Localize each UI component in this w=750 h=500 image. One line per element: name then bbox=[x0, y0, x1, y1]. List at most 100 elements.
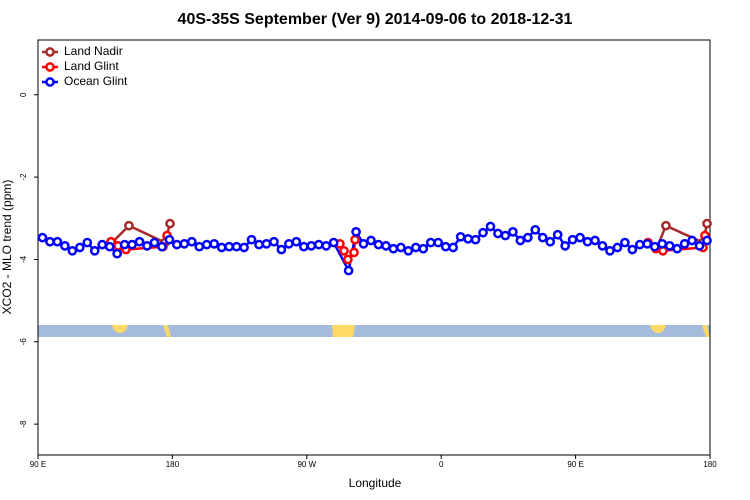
data-point bbox=[366, 235, 376, 246]
data-point bbox=[485, 221, 496, 232]
data-point bbox=[254, 239, 264, 250]
data-point bbox=[97, 239, 108, 250]
data-point bbox=[657, 238, 668, 249]
data-point bbox=[396, 242, 406, 253]
data-point bbox=[276, 244, 287, 255]
plot-frame bbox=[37, 39, 711, 456]
data-point bbox=[448, 242, 458, 253]
data-point bbox=[321, 241, 332, 251]
legend-marker bbox=[45, 47, 55, 57]
data-point bbox=[463, 234, 473, 244]
data-point bbox=[672, 243, 682, 254]
data-point bbox=[231, 241, 242, 252]
data-point bbox=[500, 230, 511, 241]
data-point bbox=[306, 241, 317, 251]
data-point bbox=[388, 243, 399, 254]
y-tick-label: -2 bbox=[19, 173, 28, 181]
data-point bbox=[664, 241, 675, 251]
data-point bbox=[522, 232, 533, 243]
data-point bbox=[164, 234, 175, 245]
data-point bbox=[313, 239, 324, 250]
data-point bbox=[186, 236, 197, 247]
land bbox=[650, 325, 666, 333]
x-tick-label: 180 bbox=[166, 460, 180, 469]
data-point bbox=[642, 238, 653, 249]
data-point bbox=[343, 254, 353, 265]
data-point bbox=[165, 218, 175, 229]
data-point bbox=[269, 236, 279, 247]
data-point bbox=[597, 241, 608, 251]
data-point bbox=[679, 238, 690, 249]
data-point bbox=[112, 248, 122, 259]
land bbox=[702, 325, 710, 337]
data-point bbox=[455, 231, 466, 242]
land bbox=[332, 325, 355, 337]
data-point bbox=[508, 227, 518, 237]
y-tick-label: -4 bbox=[19, 255, 28, 263]
data-point bbox=[119, 239, 130, 250]
data-point bbox=[478, 227, 488, 238]
data-point bbox=[493, 228, 503, 239]
data-point bbox=[60, 241, 70, 251]
data-point bbox=[157, 241, 167, 252]
data-point bbox=[702, 235, 712, 246]
y-axis-label: XCO2 - MLO trend (ppm) bbox=[0, 180, 14, 315]
data-point bbox=[89, 245, 100, 256]
data-point bbox=[142, 241, 152, 251]
data-point bbox=[515, 235, 526, 246]
data-point bbox=[612, 242, 623, 253]
x-axis-label: Longitude bbox=[349, 476, 402, 490]
data-point bbox=[298, 241, 309, 252]
data-point bbox=[246, 234, 257, 245]
chart-title: 40S-35S September (Ver 9) 2014-09-06 to … bbox=[178, 11, 573, 28]
data-point bbox=[261, 238, 272, 249]
data-point bbox=[433, 237, 444, 248]
land bbox=[163, 325, 171, 337]
data-point bbox=[104, 241, 115, 252]
data-point bbox=[339, 245, 349, 256]
land bbox=[112, 325, 128, 333]
data-point bbox=[702, 218, 712, 229]
data-point bbox=[216, 242, 227, 253]
data-point bbox=[358, 238, 369, 249]
data-point bbox=[351, 227, 361, 237]
data-point bbox=[45, 236, 55, 247]
data-point bbox=[552, 229, 563, 240]
ocean-band bbox=[38, 325, 710, 337]
data-point bbox=[201, 239, 212, 250]
data-point bbox=[530, 224, 541, 235]
data-point bbox=[194, 241, 205, 252]
data-point bbox=[349, 247, 359, 258]
data-point bbox=[575, 232, 585, 243]
y-tick-label: 0 bbox=[19, 92, 28, 97]
data-point bbox=[410, 242, 421, 253]
data-point bbox=[179, 238, 190, 249]
legend-marker bbox=[45, 62, 55, 72]
data-point bbox=[605, 245, 615, 256]
data-point bbox=[127, 239, 137, 250]
data-point bbox=[373, 239, 384, 250]
x-tick-label: 90 E bbox=[30, 460, 46, 469]
data-point bbox=[209, 238, 220, 249]
data-point bbox=[627, 244, 638, 255]
data-point bbox=[545, 236, 556, 247]
legend-marker bbox=[45, 77, 55, 87]
data-point bbox=[567, 234, 578, 245]
legend-label: Land Nadir bbox=[64, 44, 123, 58]
data-point bbox=[67, 245, 78, 256]
data-point bbox=[82, 237, 93, 248]
data-point bbox=[694, 241, 705, 251]
data-point bbox=[661, 220, 671, 231]
data-point bbox=[284, 238, 294, 249]
legend-label: Land Glint bbox=[64, 59, 119, 73]
data-point bbox=[381, 241, 391, 251]
data-point bbox=[328, 237, 339, 248]
data-point bbox=[172, 239, 182, 250]
data-point bbox=[291, 236, 302, 247]
y-tick-label: -8 bbox=[19, 420, 28, 428]
x-tick-label: 90 E bbox=[567, 460, 583, 469]
data-point bbox=[74, 242, 85, 253]
data-point bbox=[418, 243, 429, 254]
data-point bbox=[350, 234, 360, 245]
